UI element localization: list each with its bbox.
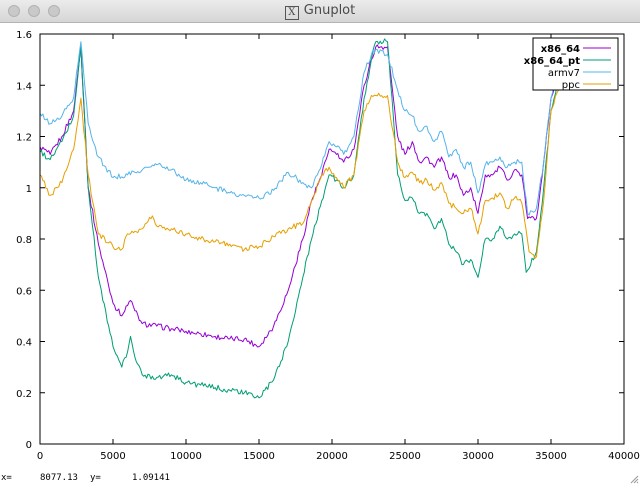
- series-line-x86_64: [39, 44, 559, 348]
- y-tick-label: 1: [26, 184, 32, 195]
- resize-grip-icon[interactable]: [629, 474, 639, 484]
- status-bar: x= 8077.13 y= 1.09141: [0, 472, 640, 485]
- y-tick-label: 0: [26, 440, 32, 451]
- window-titlebar: X Gnuplot: [0, 0, 640, 23]
- x-tick-label: 30000: [462, 451, 494, 462]
- x-tick-label: 15000: [243, 451, 275, 462]
- zoom-window-button[interactable]: [48, 5, 60, 17]
- status-y-label: y=: [90, 473, 101, 483]
- series-line-x86_64_pt: [39, 38, 559, 399]
- window-title-text: Gnuplot: [303, 3, 356, 18]
- x-tick-label: 40000: [608, 451, 640, 462]
- x-tick-label: 0: [37, 451, 43, 462]
- status-y-value: 1.09141: [132, 473, 170, 483]
- series-line-ppc: [39, 90, 559, 259]
- legend-label: x86_64_pt: [524, 56, 580, 67]
- x-tick-label: 10000: [170, 451, 202, 462]
- close-window-button[interactable]: [8, 5, 20, 17]
- series-line-armv7: [39, 41, 559, 216]
- window-title: X Gnuplot: [0, 3, 640, 20]
- status-x-label: x=: [1, 473, 12, 483]
- x-tick-label: 35000: [535, 451, 567, 462]
- y-tick-label: 1.2: [16, 133, 32, 144]
- x-tick-label: 25000: [389, 451, 421, 462]
- y-tick-label: 0.8: [16, 235, 32, 246]
- status-x-value: 8077.13: [40, 473, 78, 483]
- minimize-window-button[interactable]: [28, 5, 40, 17]
- plot-frame: [39, 33, 625, 445]
- legend-box: [532, 37, 619, 91]
- x-tick-label: 5000: [100, 451, 125, 462]
- legend-label: x86_64: [541, 44, 580, 55]
- x11-logo-icon: X: [284, 6, 299, 20]
- axis-ticks: 0 5000 10000 15000 20000 25000 30000 35000 40000…: [16, 30, 640, 462]
- y-tick-label: 0.2: [16, 389, 32, 400]
- x-tick-label: 20000: [316, 451, 348, 462]
- y-tick-label: 1.6: [16, 30, 32, 41]
- y-tick-label: 1.4: [16, 81, 32, 92]
- y-tick-label: 0.6: [16, 286, 32, 297]
- legend-label: armv7: [548, 68, 580, 79]
- series-layer: [39, 38, 559, 399]
- plot-area[interactable]: 0 5000 10000 15000 20000 25000 30000 35000 40000…: [0, 22, 640, 472]
- y-tick-label: 0.4: [16, 338, 32, 349]
- legend-label: ppc: [562, 80, 580, 91]
